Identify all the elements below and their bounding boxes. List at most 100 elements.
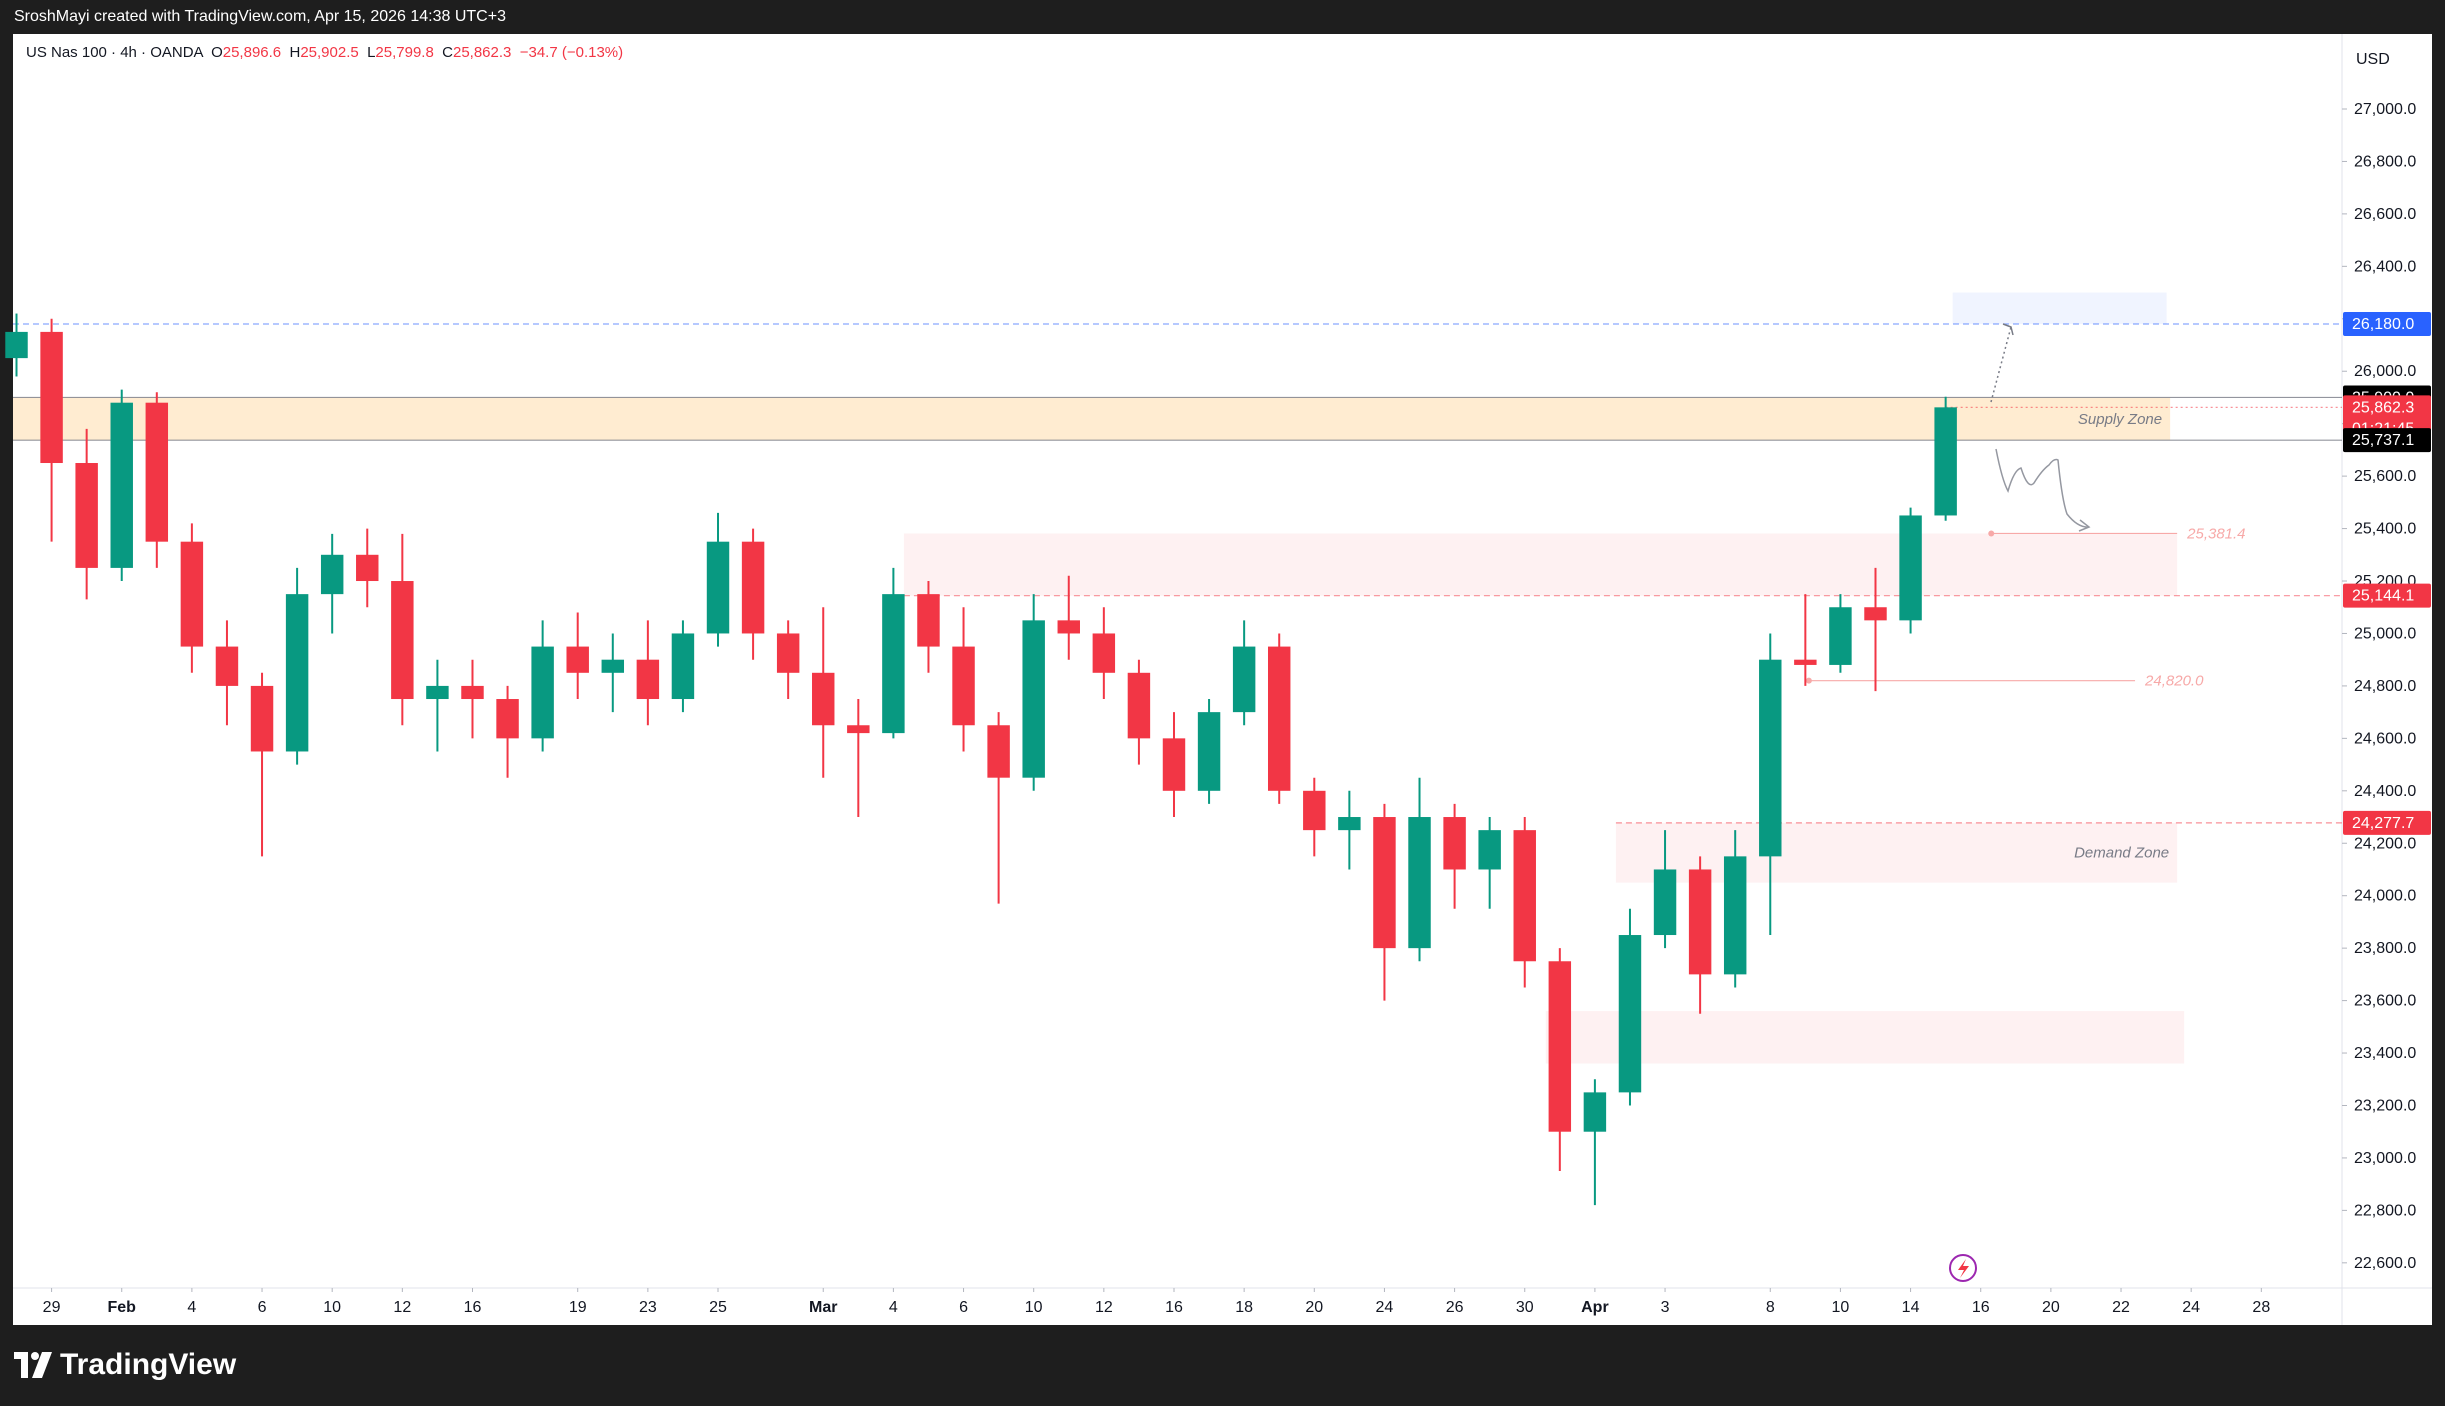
- ohlc-key: O: [211, 44, 223, 61]
- y-tick-label: 25,600.0: [2354, 468, 2416, 485]
- x-tick-label: 24: [2182, 1299, 2200, 1316]
- candle-body: [1127, 672, 1151, 739]
- candle-body: [812, 672, 835, 726]
- y-tick-label: 24,600.0: [2354, 730, 2416, 747]
- price-label: 25,862.3: [2352, 399, 2414, 416]
- zone: [1952, 292, 2167, 325]
- candle-body: [145, 402, 169, 542]
- alert-bolt: [1958, 1259, 1969, 1278]
- candle-body: [1303, 790, 1326, 831]
- price-label-box: [2343, 428, 2431, 453]
- candle-body: [776, 633, 800, 673]
- candle-body: [566, 646, 589, 673]
- pane-background: [13, 34, 2432, 1325]
- x-tick-label: 16: [464, 1299, 482, 1316]
- currency: USD: [2356, 51, 2390, 68]
- projection-path: [1995, 448, 2090, 528]
- x-tick-label: 25: [709, 1299, 727, 1316]
- level-anchor: [1988, 530, 1995, 537]
- header-credit: SroshMayi created with TradingView.com, …: [14, 8, 506, 25]
- candle-body: [1899, 515, 1922, 621]
- candle-body: [1829, 607, 1852, 665]
- arrow-head: [2078, 519, 2091, 532]
- candle-body: [1934, 407, 1957, 516]
- level-label: 25,381.4: [2186, 525, 2245, 542]
- ohlc-key: C: [442, 44, 453, 61]
- change: −34.7 (−0.13%): [519, 44, 624, 61]
- candle-body: [917, 594, 940, 647]
- logo-mark: [14, 1352, 52, 1378]
- x-tick-label: 28: [2252, 1299, 2270, 1316]
- x-tick-label: 8: [1766, 1299, 1775, 1316]
- candle-body: [426, 685, 449, 700]
- y-tick-label: 26,400.0: [2354, 258, 2416, 275]
- candle-body: [110, 402, 133, 568]
- y-tick-label: 24,400.0: [2354, 783, 2416, 800]
- x-tick-label: 6: [258, 1299, 267, 1316]
- x-tick-label: Feb: [108, 1299, 137, 1316]
- ohlc-key: H: [289, 44, 301, 61]
- candle-body: [496, 699, 519, 739]
- brand: TradingView: [60, 1348, 237, 1381]
- x-tick-label: 26: [1446, 1299, 1464, 1316]
- candle-body: [847, 725, 870, 734]
- candle-body: [180, 541, 204, 647]
- y-tick-label: 23,600.0: [2354, 993, 2416, 1010]
- x-tick-label: 23: [639, 1299, 657, 1316]
- arrow-head: [2002, 323, 2014, 336]
- y-tick-label: 25,000.0: [2354, 625, 2416, 642]
- candle-body: [1478, 830, 1501, 870]
- candle-body: [1057, 620, 1080, 634]
- zone: [13, 397, 2171, 441]
- x-tick-label: 3: [1661, 1299, 1670, 1316]
- candle-body: [40, 331, 63, 464]
- x-tick-label: 16: [1165, 1299, 1183, 1316]
- candle-body: [1373, 817, 1396, 949]
- ohlc-value: 25,799.8: [375, 44, 434, 61]
- x-tick-label: 22: [2112, 1299, 2130, 1316]
- x-tick-label: Mar: [809, 1299, 837, 1316]
- candle-body: [215, 646, 239, 686]
- candle-body: [391, 581, 414, 700]
- y-tick-label: 25,400.0: [2354, 521, 2416, 538]
- y-tick-label: 22,600.0: [2354, 1255, 2416, 1272]
- candle-body: [1759, 659, 1782, 857]
- ohlc-value: 25,902.5: [300, 44, 359, 61]
- candle-body: [1864, 607, 1887, 621]
- x-tick-label: 10: [1025, 1299, 1043, 1316]
- level-anchor: [1805, 677, 1812, 684]
- y-tick-label: 23,800.0: [2354, 940, 2416, 957]
- x-tick-label: 16: [1972, 1299, 1990, 1316]
- x-tick-label: 14: [1902, 1299, 1920, 1316]
- y-tick-label: 23,200.0: [2354, 1097, 2416, 1114]
- price-label-box: [2343, 810, 2431, 835]
- x-tick-label: 12: [393, 1299, 411, 1316]
- x-tick-label: 18: [1235, 1299, 1253, 1316]
- y-tick-label: 23,000.0: [2354, 1150, 2416, 1167]
- candle-body: [882, 594, 905, 734]
- plot: Supply Zone Demand Zone 25,381.4 24,820.0: [5, 292, 2342, 1206]
- x-tick-label: 10: [323, 1299, 341, 1316]
- zone: [903, 533, 2178, 596]
- alert-icon[interactable]: [1949, 1254, 1977, 1282]
- x-tick-label: 30: [1516, 1299, 1534, 1316]
- candle-body: [285, 594, 309, 752]
- candle-body: [1162, 738, 1186, 791]
- price-label: 25,144.1: [2352, 588, 2414, 605]
- x-tick-label: 24: [1376, 1299, 1394, 1316]
- candle-body: [1653, 869, 1677, 936]
- candle-body: [1443, 817, 1466, 870]
- candle-body: [250, 685, 274, 752]
- price-label-box: [2343, 583, 2431, 608]
- y-tick-label: 24,800.0: [2354, 678, 2416, 695]
- x-tick-label: 4: [187, 1299, 196, 1316]
- ohlc-value: 25,862.3: [452, 44, 512, 61]
- price-label: 26,180.0: [2352, 316, 2414, 333]
- candle-body: [601, 659, 625, 673]
- candle-body: [636, 659, 660, 700]
- y-tick-label: 23,400.0: [2354, 1045, 2416, 1062]
- candle-body: [1408, 817, 1431, 949]
- candle-body: [1723, 856, 1747, 975]
- ohlc-value: 25,896.6: [222, 44, 282, 61]
